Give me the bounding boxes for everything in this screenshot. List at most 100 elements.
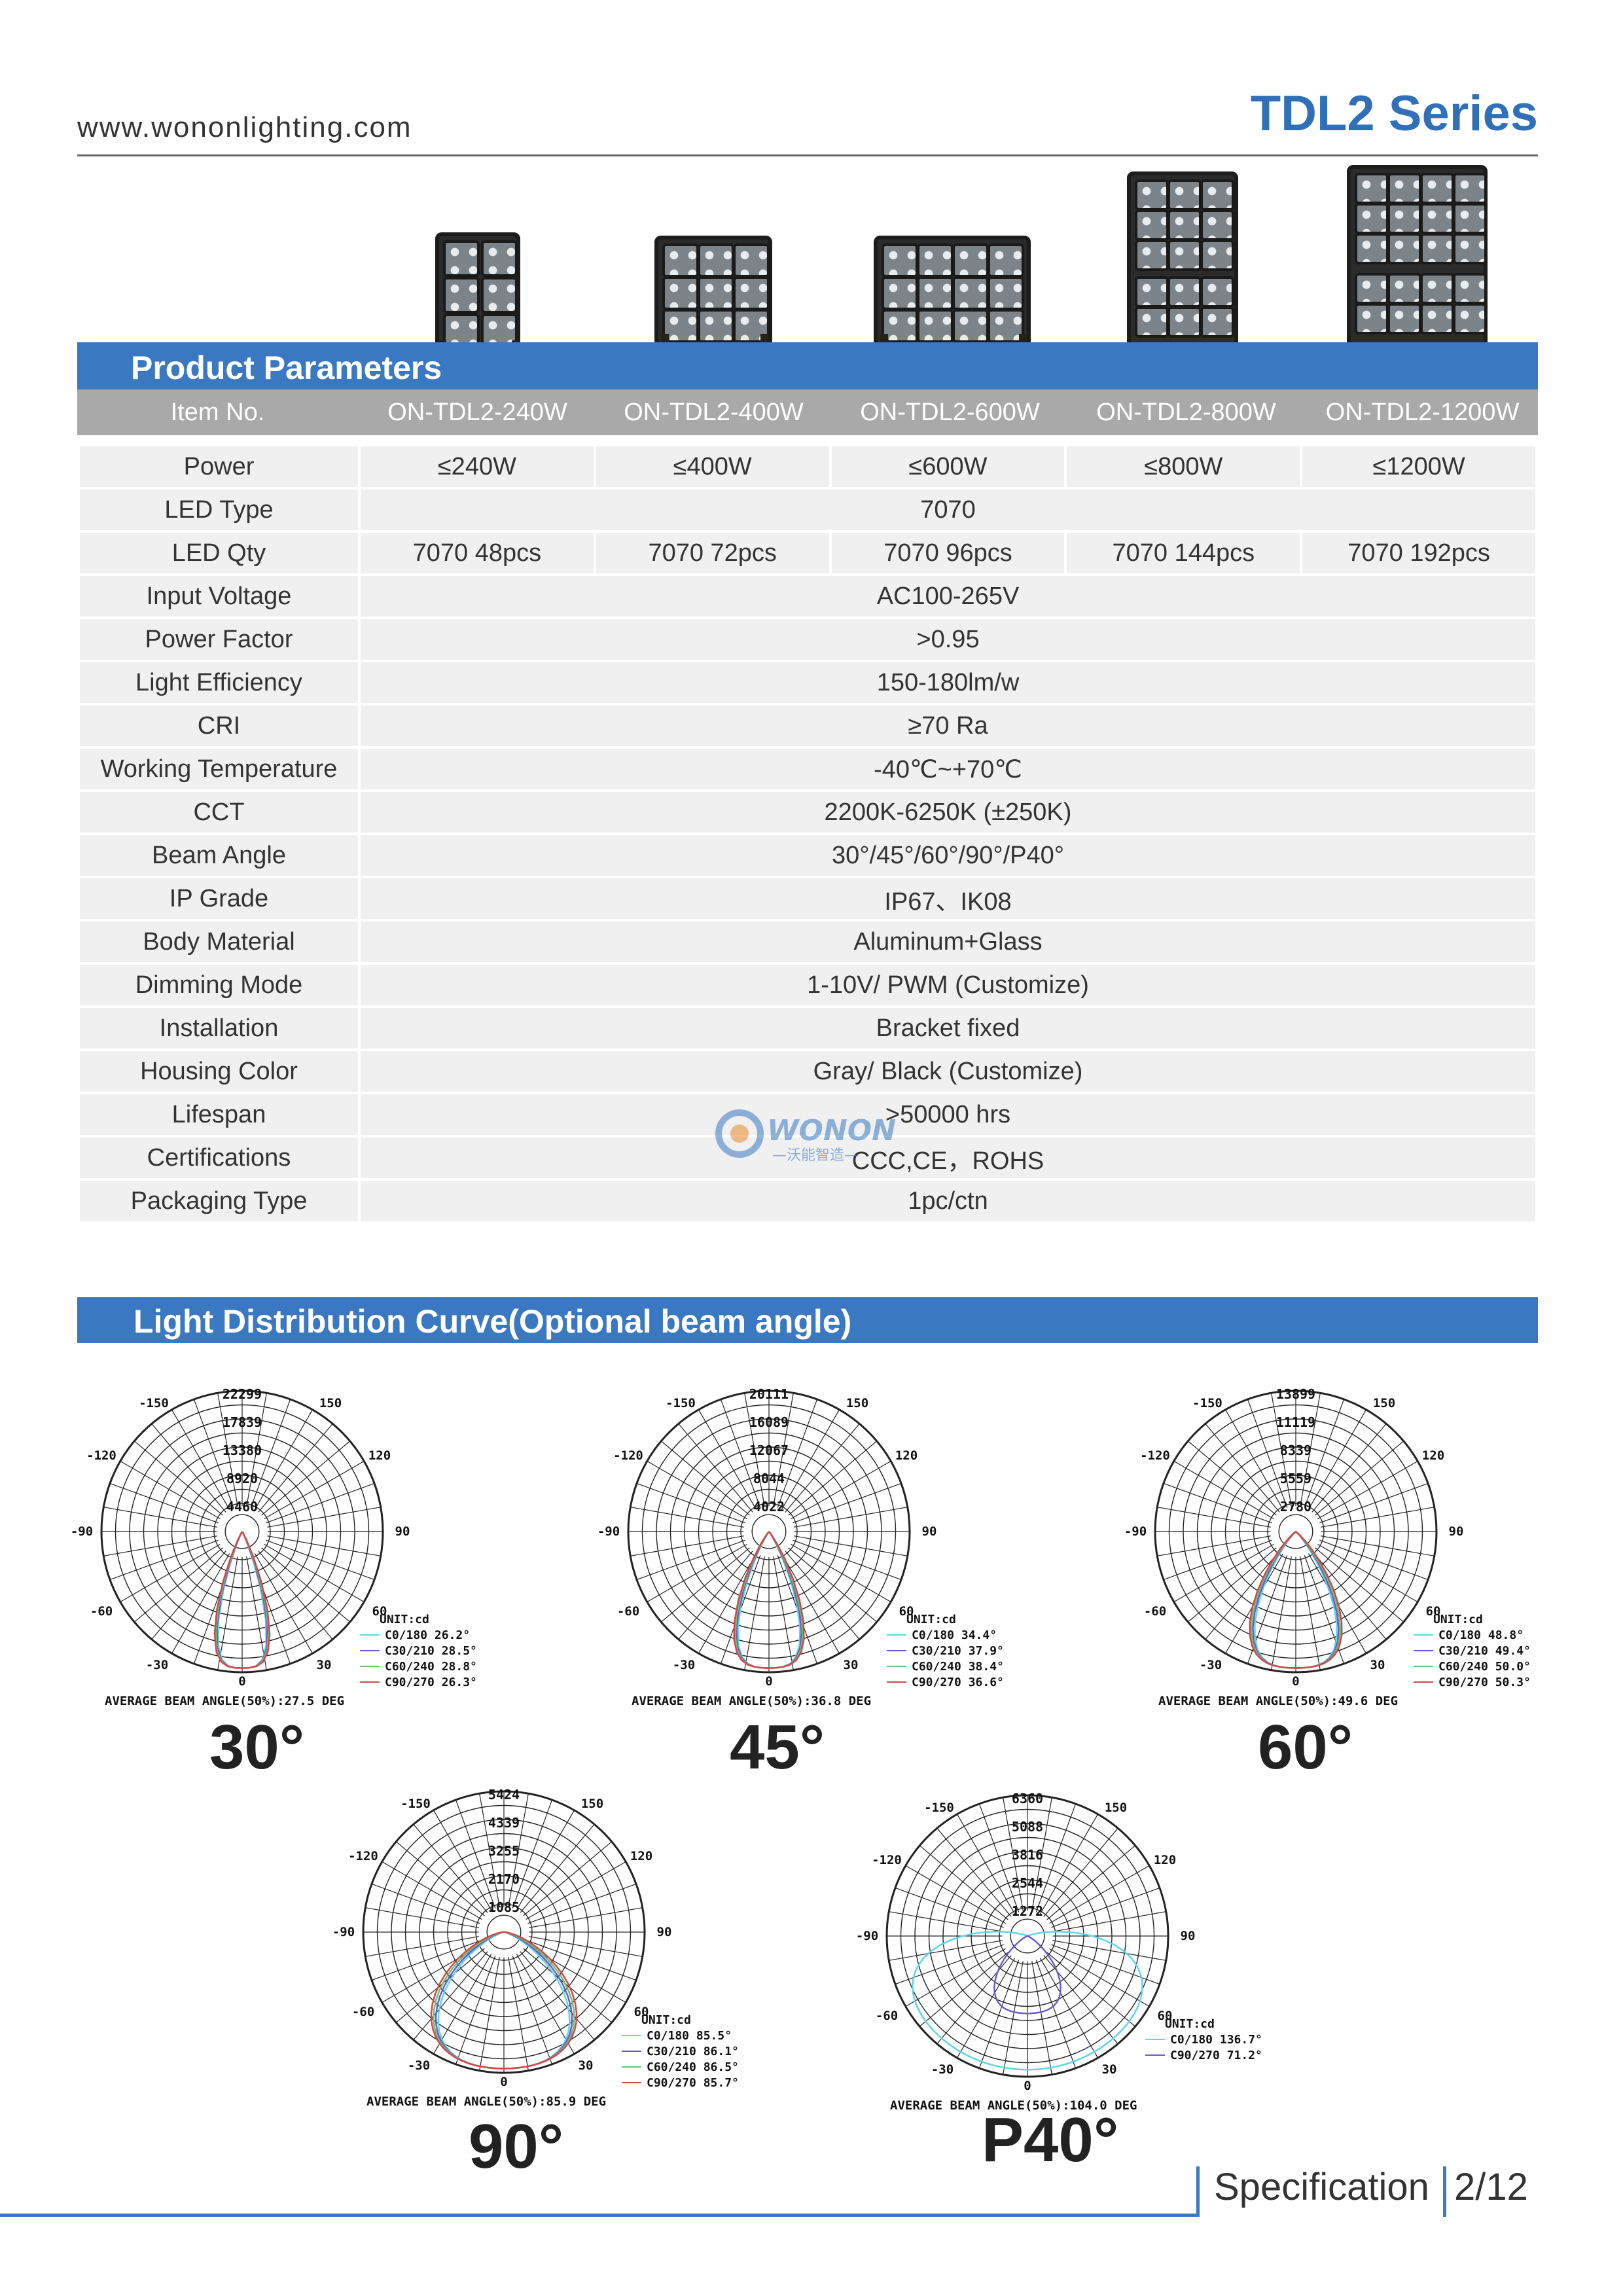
installation-value: Bracket fixed [361,1008,1535,1049]
polar-spoke [1311,1551,1387,1640]
axis-angle-label: -60 [1144,1604,1166,1619]
led-qty-value: 7070 72pcs [596,533,829,573]
led-qty-value: 7070 96pcs [831,533,1065,573]
polar-spoke [217,1393,238,1507]
polar-spoke [791,1543,891,1603]
polar-spoke [791,1460,891,1520]
polar-curve-45: 20111 16089 12067 8044 4022 -150 150 -120 120 -90… [597,1374,1031,1718]
axis-angle-label: -30 [931,2062,954,2077]
ring-value-label: 4460 [226,1499,258,1515]
axis-angle-label: 120 [1422,1448,1444,1463]
ring-value-label: 13899 [1276,1386,1315,1402]
axis-angle-label: 150 [1373,1396,1395,1410]
polar-spoke [382,1861,482,1920]
average-beam-angle-text: AVERAGE BEAM ANGLE(50%):36.8 DEG [632,1694,871,1708]
header-divider [77,154,1538,156]
polar-spoke [254,1553,313,1654]
polar-spoke [250,1399,291,1508]
axis-angle-label: 0 [765,1674,772,1689]
ring-value-label: 16089 [749,1414,789,1430]
polar-spoke [781,1553,840,1654]
polar-spoke [1311,1423,1387,1513]
ring-value-label: 2544 [1012,1875,1043,1891]
polar-spoke [512,1799,553,1909]
polar-spoke [1315,1441,1404,1516]
polar-spoke [520,1951,595,2041]
footer-divider [1196,2166,1200,2217]
axis-angle-label: 90 [395,1524,410,1539]
axis-angle-label: -120 [86,1448,116,1463]
legend-entry: UNIT:cd [1433,1613,1483,1626]
axis-angle-label: -150 [139,1396,169,1410]
polar-spoke [1163,1482,1272,1524]
polar-spoke [258,1551,333,1640]
working-temperature-label: Working Temperature [80,749,358,789]
table-row: Power ≤240W ≤400W ≤600W ≤800W ≤1200W [80,446,1535,487]
item-number-header-row: Item No. ON-TDL2-240W ON-TDL2-400W ON-TD… [77,389,1538,435]
packaging-type-label: Packaging Type [80,1181,358,1221]
beam-angle-value: 30°/45°/60°/90°/P40° [361,835,1535,876]
ring-value-label: 4022 [753,1499,785,1515]
power-value: ≤800W [1067,446,1300,487]
beam-angle-30-label: 30° [209,1712,305,1782]
polar-spoke [479,1793,500,1907]
polar-spoke [794,1507,908,1528]
housing-color-label: Housing Color [80,1051,358,1092]
legend-entry: C90/270 26.3° [385,1676,477,1689]
polar-spoke [1157,1535,1271,1556]
ring-value-label: 1272 [1012,1903,1043,1919]
polar-spoke [1046,1845,1136,1920]
average-beam-angle-text: AVERAGE BEAM ANGLE(50%):104.0 DEG [890,2098,1137,2113]
polar-spoke [508,1793,529,1907]
item-number-label: Item No. [170,399,265,426]
polar-spoke [512,1956,553,2065]
axis-angle-label: -90 [857,1929,878,1943]
ring-value-label: 5088 [1012,1819,1043,1835]
product-parameters-title: Product Parameters [131,350,442,386]
axis-angle-label: 120 [368,1448,391,1463]
table-row: Body Material Aluminum+Glass [80,922,1535,962]
polar-spoke [395,1841,485,1916]
polar-spoke [794,1535,908,1556]
polar-spoke [788,1441,878,1516]
polar-spoke [1031,1961,1052,2075]
cct-label: CCT [80,792,358,833]
axis-angle-label: -30 [408,2058,430,2073]
ring-value-label: 5424 [488,1787,520,1803]
legend-entry: C0/180 26.2° [385,1628,470,1642]
polar-spoke [1049,1865,1150,1924]
polar-spoke [889,1940,1003,1961]
polar-spoke [134,1547,223,1623]
axis-angle-label: 30 [1102,2062,1117,2077]
table-row: Certifications CCC,CE，ROHS [80,1138,1535,1178]
website-url: www.wononlighting.com [77,111,412,143]
polar-spoke [120,1460,221,1520]
ring-value-label: 2170 [488,1871,520,1887]
axis-angle-label: -120 [872,1853,902,1867]
axis-angle-label: -150 [1192,1396,1222,1410]
polar-spoke [678,1551,753,1640]
polar-spoke [266,1539,375,1581]
beam-angle-90-label: 90° [469,2111,564,2181]
light-distribution-band: Light Distribution Curve(Optional beam a… [77,1297,1538,1343]
polar-spoke [433,1954,492,2054]
polar-spoke [773,1393,794,1507]
legend-entry: C0/180 34.4° [912,1628,997,1642]
axis-angle-label: 90 [657,1925,672,1939]
polar-spoke [1173,1543,1274,1603]
legend-entry: C60/240 50.0° [1438,1660,1531,1674]
beam-angle-label: Beam Angle [80,835,358,876]
polar-spoke [479,1957,500,2071]
table-row: Housing Color Gray/ Black (Customize) [80,1051,1535,1092]
polar-spoke [261,1441,351,1516]
polar-spoke [678,1423,753,1513]
polar-spoke [371,1940,480,1981]
polar-spoke [527,1883,637,1924]
polar-plot-svg: 13899 11119 8339 5559 2780 -150 150 -120 120 -90 9… [1124,1386,1531,1708]
power-value: ≤240W [361,446,594,487]
table-row: Light Efficiency 150-180lm/w [80,662,1535,703]
table-row: CCT 2200K-6250K (±250K) [80,792,1535,833]
power-factor-label: Power Factor [80,619,358,660]
polar-spoke [529,1907,643,1928]
polar-spoke [1157,1507,1271,1528]
